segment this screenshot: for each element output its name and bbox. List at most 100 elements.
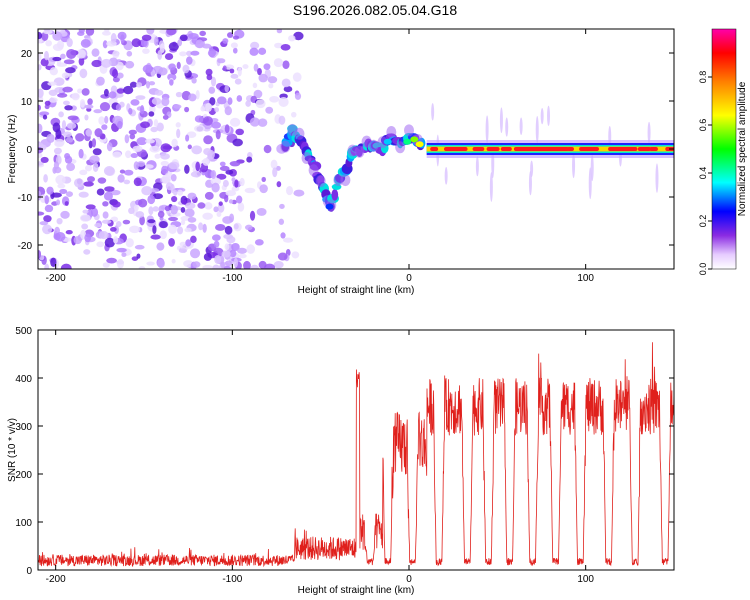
- noise-blob: [239, 177, 245, 187]
- noise-blob: [178, 248, 188, 253]
- noise-blob: [222, 65, 227, 72]
- noise-blob: [77, 88, 83, 94]
- snr-x-tick-label: -100: [222, 574, 242, 585]
- spectrogram-x-tick-label: -200: [46, 273, 66, 284]
- noise-blob: [84, 104, 94, 109]
- noise-blob: [171, 138, 178, 148]
- noise-blob: [167, 73, 177, 81]
- noise-blob: [97, 177, 107, 184]
- carrier-streak: [485, 115, 489, 144]
- noise-blob: [50, 192, 62, 198]
- noise-blob: [157, 50, 163, 60]
- noise-blob: [57, 93, 68, 98]
- noise-blob: [173, 104, 182, 109]
- noise-blob: [135, 211, 145, 218]
- noise-blob: [43, 215, 52, 223]
- noise-blob: [122, 219, 131, 225]
- noise-blob: [125, 238, 134, 248]
- noise-blob: [253, 63, 259, 72]
- noise-blob: [66, 122, 77, 129]
- noise-blob: [264, 263, 276, 269]
- noise-blob: [106, 142, 113, 152]
- noise-blob: [112, 50, 120, 59]
- snr-y-tick-label: 100: [15, 518, 32, 529]
- noise-blob: [234, 179, 239, 188]
- carrier-streak: [535, 116, 539, 144]
- noise-blob: [104, 237, 116, 248]
- noise-blob: [190, 235, 197, 244]
- noise-blob: [278, 218, 285, 225]
- noise-blob: [104, 186, 115, 192]
- noise-blob: [212, 234, 221, 242]
- noise-blob: [157, 258, 165, 269]
- spectrogram-x-tick-label: -100: [222, 273, 242, 284]
- noise-blob: [49, 97, 58, 103]
- noise-blob: [138, 266, 146, 269]
- spectrogram-y-tick-label: 20: [21, 49, 33, 60]
- noise-blob: [44, 204, 54, 213]
- spectrogram-y-tick-label: 10: [21, 97, 33, 108]
- colorbar-frame: [711, 28, 737, 270]
- noise-blob: [148, 206, 154, 216]
- noise-blob: [209, 97, 216, 106]
- noise-blob: [263, 144, 272, 154]
- noise-blob: [217, 58, 226, 64]
- noise-blob: [279, 203, 285, 209]
- noise-blob: [190, 248, 201, 259]
- snr-frame: [37, 329, 675, 571]
- carrier-peak: [579, 147, 594, 151]
- noise-blob: [228, 199, 234, 204]
- noise-blob: [270, 159, 278, 170]
- noise-blob: [188, 93, 197, 102]
- noise-blob: [146, 261, 155, 266]
- dispersive-track-halo: [340, 174, 351, 187]
- noise-blob: [110, 189, 121, 196]
- noise-blob: [202, 158, 210, 166]
- dispersive-track-halo: [354, 145, 365, 158]
- noise-blob: [229, 249, 237, 258]
- noise-blob: [110, 33, 117, 43]
- noise-blob: [154, 153, 161, 159]
- noise-blob: [115, 104, 122, 111]
- noise-blob: [98, 231, 109, 240]
- noise-blob: [202, 264, 213, 269]
- noise-blob: [229, 160, 241, 167]
- noise-blob: [60, 53, 66, 60]
- noise-blob: [229, 68, 235, 74]
- noise-blob: [185, 202, 196, 210]
- noise-blob: [142, 48, 150, 55]
- noise-blob: [102, 211, 109, 219]
- noise-blob: [103, 166, 115, 176]
- noise-blob: [259, 184, 268, 194]
- noise-blob: [112, 201, 121, 208]
- noise-blob: [99, 102, 111, 112]
- noise-blob: [185, 134, 190, 142]
- noise-blob: [257, 67, 262, 76]
- noise-blob: [43, 174, 48, 183]
- dispersive-track-halo: [280, 140, 291, 153]
- noise-blob: [283, 86, 293, 93]
- noise-blob: [273, 261, 284, 269]
- noise-blob: [52, 31, 63, 41]
- noise-blob: [194, 115, 204, 123]
- noise-blob: [90, 207, 99, 217]
- noise-blob: [159, 230, 167, 240]
- noise-blob: [73, 178, 84, 188]
- noise-blob: [136, 161, 146, 167]
- noise-blob: [202, 212, 213, 220]
- dispersive-track-halo: [301, 152, 312, 165]
- noise-blob: [233, 223, 239, 230]
- noise-blob: [131, 38, 141, 48]
- noise-blob: [213, 240, 220, 248]
- snr-y-tick-label: 500: [15, 326, 32, 337]
- noise-blob: [293, 189, 305, 197]
- carrier-peak: [457, 147, 468, 151]
- noise-blob: [192, 261, 201, 268]
- carrier-peak: [430, 147, 439, 151]
- noise-blob: [211, 121, 222, 129]
- noise-blob: [138, 198, 148, 208]
- noise-blob: [53, 147, 62, 155]
- noise-blob: [141, 34, 152, 41]
- noise-blob: [117, 120, 123, 130]
- noise-blob: [101, 58, 112, 68]
